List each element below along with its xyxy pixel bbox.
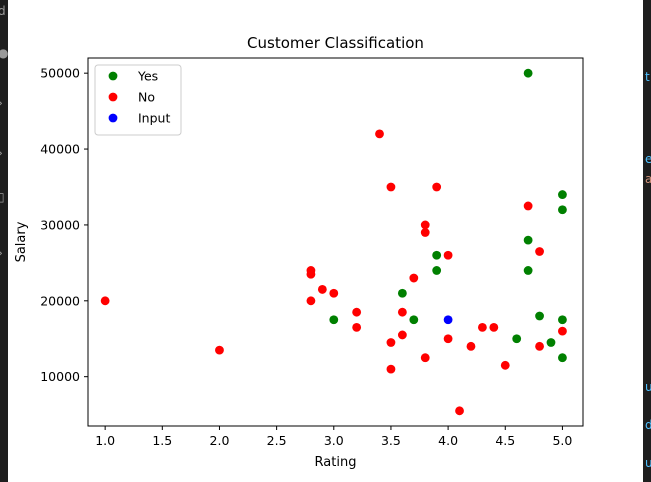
data-point-no bbox=[489, 322, 499, 332]
data-point-no bbox=[558, 326, 567, 336]
x-tick-label: 4.0 bbox=[438, 433, 458, 448]
data-point-no bbox=[500, 360, 510, 370]
data-point-no bbox=[352, 322, 362, 332]
data-point-input bbox=[443, 315, 453, 325]
chart-title: Customer Classification bbox=[247, 34, 424, 52]
x-tick-label: 5.0 bbox=[552, 433, 572, 448]
figure-canvas: Customer Classification 1.0 1.5 2.0 2.5 3.0 3.… bbox=[8, 0, 643, 482]
right-strip-glyph: u bbox=[645, 380, 651, 394]
data-point-yes bbox=[558, 353, 567, 363]
data-point-no bbox=[397, 330, 407, 340]
right-strip-glyph: t bbox=[645, 70, 650, 84]
y-axis-label: Salary bbox=[14, 221, 29, 262]
data-point-yes bbox=[523, 266, 533, 275]
left-strip-glyph: › bbox=[0, 146, 3, 160]
data-point-yes bbox=[546, 338, 556, 347]
data-point-no bbox=[352, 307, 362, 317]
left-editor-strip: d ● › › ▯ › bbox=[0, 0, 8, 482]
data-point-yes bbox=[512, 334, 522, 344]
data-point-no bbox=[477, 322, 487, 332]
y-tick-label: 40000 bbox=[40, 142, 80, 157]
right-strip-glyph: e bbox=[645, 152, 651, 166]
data-point-no bbox=[375, 129, 384, 139]
left-strip-glyph: ▯ bbox=[0, 190, 5, 204]
data-point-yes bbox=[329, 315, 339, 325]
scatter-chart: Customer Classification 1.0 1.5 2.0 2.5 3.0 3.… bbox=[14, 34, 584, 470]
x-tick-label: 4.5 bbox=[495, 433, 515, 448]
left-strip-glyph: d bbox=[0, 4, 6, 18]
legend-label-input: Input bbox=[138, 111, 170, 126]
data-point-no bbox=[397, 307, 407, 317]
data-point-no bbox=[432, 182, 442, 192]
x-axis-label: Rating bbox=[315, 455, 357, 470]
data-point-yes bbox=[523, 235, 533, 245]
data-point-yes bbox=[523, 68, 533, 78]
data-point-no bbox=[306, 269, 316, 279]
y-tick-label: 50000 bbox=[40, 66, 80, 81]
data-point-no bbox=[420, 228, 430, 237]
right-strip-glyph: a bbox=[645, 172, 651, 186]
y-tick-label: 20000 bbox=[40, 293, 80, 308]
x-tick-label: 3.0 bbox=[324, 433, 344, 448]
data-point-no bbox=[329, 288, 339, 298]
legend-marker-input bbox=[108, 113, 118, 123]
data-point-no bbox=[306, 296, 316, 306]
data-point-yes bbox=[409, 315, 419, 325]
data-point-no bbox=[443, 250, 453, 260]
plot-frame bbox=[87, 57, 584, 427]
legend-label-no: No bbox=[138, 90, 155, 105]
data-point-no bbox=[535, 247, 544, 256]
data-point-no bbox=[420, 220, 430, 230]
data-point-yes bbox=[535, 311, 544, 321]
right-strip-glyph: u bbox=[645, 456, 651, 470]
data-point-no bbox=[409, 273, 419, 283]
data-point-no bbox=[317, 285, 327, 294]
data-point-no bbox=[100, 296, 110, 306]
data-point-yes bbox=[558, 315, 567, 325]
data-point-no bbox=[455, 406, 464, 416]
data-point-no bbox=[443, 334, 453, 344]
legend-marker-no bbox=[108, 92, 118, 102]
data-point-no bbox=[386, 182, 396, 192]
data-point-no bbox=[420, 353, 430, 363]
data-point-no bbox=[215, 345, 224, 355]
y-tick-label: 10000 bbox=[40, 369, 80, 384]
y-tick-label: 30000 bbox=[40, 217, 80, 232]
left-strip-glyph: › bbox=[0, 246, 3, 260]
x-tick-label: 1.0 bbox=[95, 433, 115, 448]
data-point-yes bbox=[432, 250, 442, 260]
data-point-no bbox=[523, 201, 533, 211]
x-tick-label: 2.5 bbox=[267, 433, 287, 448]
data-point-no bbox=[386, 364, 396, 374]
x-tick-label: 3.5 bbox=[381, 433, 401, 448]
x-tick-label: 1.5 bbox=[152, 433, 172, 448]
legend-label-yes: Yes bbox=[137, 69, 158, 84]
data-point-yes bbox=[558, 190, 567, 199]
right-strip-glyph: d bbox=[645, 418, 651, 432]
data-point-no bbox=[466, 341, 476, 351]
data-point-yes bbox=[397, 288, 407, 298]
data-point-no bbox=[535, 341, 544, 351]
data-point-no bbox=[386, 338, 396, 347]
data-point-yes bbox=[432, 266, 442, 275]
data-point-yes bbox=[558, 205, 567, 215]
left-strip-glyph: ● bbox=[0, 46, 9, 60]
left-strip-glyph: › bbox=[0, 96, 3, 110]
legend-marker-yes bbox=[108, 71, 118, 81]
x-tick-label: 2.0 bbox=[210, 433, 230, 448]
